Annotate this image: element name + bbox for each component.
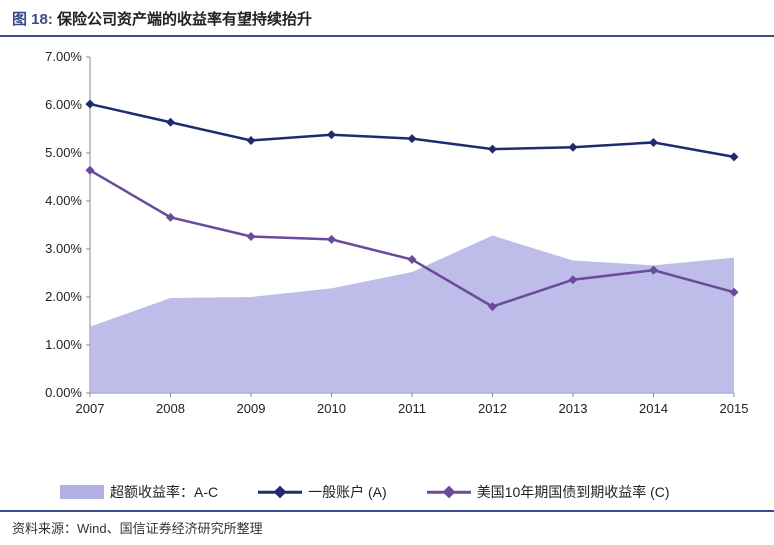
chart-svg: 0.00% 1.00% 2.00% 3.00% 4.00% 5.00% 6.00% 7.00%… <box>20 47 754 427</box>
marker-general <box>327 130 336 139</box>
svg-text:2014: 2014 <box>639 401 668 416</box>
legend-item-general: 一般账户 (A) <box>258 482 387 502</box>
marker-general <box>408 134 417 143</box>
line-swatch-icon <box>258 484 302 500</box>
legend: 超额收益率：A-C 一般账户 (A) 美国10年期国债到期收益率 (C) <box>0 476 774 510</box>
svg-text:2015: 2015 <box>720 401 749 416</box>
svg-text:2009: 2009 <box>237 401 266 416</box>
figure-title-text: 保险公司资产端的收益率有望持续抬升 <box>57 11 312 28</box>
figure: 图 18: 保险公司资产端的收益率有望持续抬升 0.00% 1.00% 2.00% 3… <box>0 0 774 545</box>
legend-label: 超额收益率：A-C <box>110 482 218 502</box>
marker-general <box>488 145 497 154</box>
legend-label: 一般账户 (A) <box>308 482 387 502</box>
marker-general <box>166 118 175 127</box>
svg-text:2008: 2008 <box>156 401 185 416</box>
svg-text:2011: 2011 <box>398 401 426 416</box>
svg-text:0.00%: 0.00% <box>45 385 82 400</box>
area-swatch-icon <box>60 485 104 499</box>
source-citation: 资料来源：Wind、国信证券经济研究所整理 <box>0 510 774 545</box>
legend-label: 美国10年期国债到期收益率 (C) <box>477 482 670 502</box>
marker-general <box>247 136 256 145</box>
figure-number: 图 18: <box>12 11 53 28</box>
svg-text:2.00%: 2.00% <box>45 289 82 304</box>
svg-text:4.00%: 4.00% <box>45 193 82 208</box>
marker-general <box>730 152 739 161</box>
figure-title: 图 18: 保险公司资产端的收益率有望持续抬升 <box>0 0 774 37</box>
svg-text:3.00%: 3.00% <box>45 241 82 256</box>
marker-general <box>649 138 658 147</box>
series-general <box>90 104 734 157</box>
svg-text:7.00%: 7.00% <box>45 49 82 64</box>
marker-ust10y <box>247 232 256 241</box>
svg-text:6.00%: 6.00% <box>45 97 82 112</box>
marker-general <box>86 100 95 109</box>
chart-area: 0.00% 1.00% 2.00% 3.00% 4.00% 5.00% 6.00% 7.00%… <box>0 37 774 476</box>
line-swatch-icon <box>427 484 471 500</box>
legend-item-excess: 超额收益率：A-C <box>60 482 218 502</box>
legend-item-ust10y: 美国10年期国债到期收益率 (C) <box>427 482 670 502</box>
svg-text:2013: 2013 <box>559 401 588 416</box>
marker-general <box>569 143 578 152</box>
svg-text:1.00%: 1.00% <box>45 337 82 352</box>
svg-text:5.00%: 5.00% <box>45 145 82 160</box>
marker-ust10y <box>327 235 336 244</box>
svg-text:2007: 2007 <box>76 401 105 416</box>
svg-text:2012: 2012 <box>478 401 507 416</box>
svg-text:2010: 2010 <box>317 401 346 416</box>
source-text: 资料来源：Wind、国信证券经济研究所整理 <box>12 521 263 536</box>
